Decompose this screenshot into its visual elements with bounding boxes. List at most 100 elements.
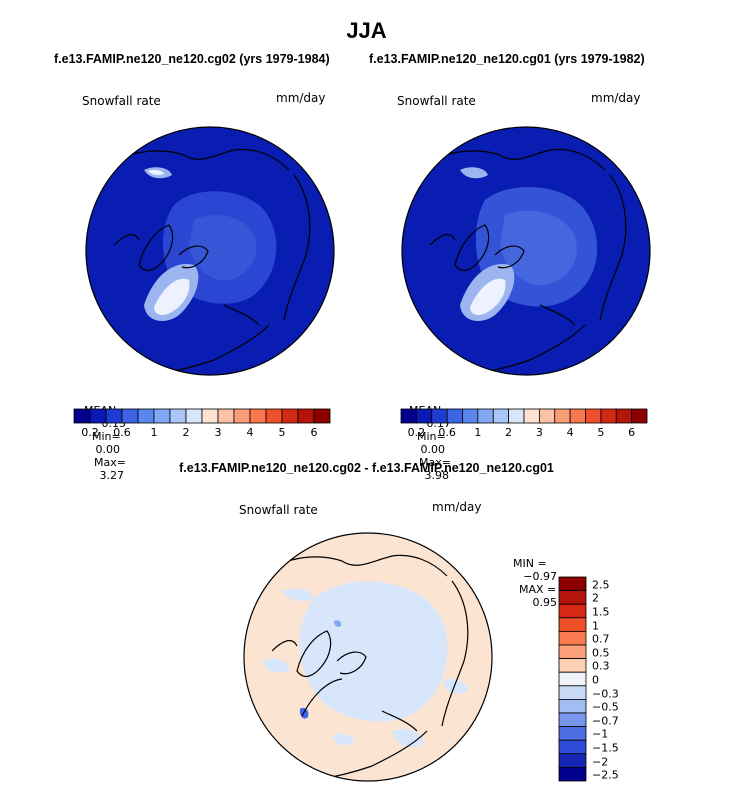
colorbar-tick-label: 1: [592, 619, 599, 633]
diff-min-label: MIN =: [513, 557, 547, 570]
max-value: 3.98: [424, 469, 450, 482]
case-a-title: f.e13.FAMIP.ne120_ne120.cg02 (yrs 1979-1…: [54, 52, 330, 66]
colorbar-swatch: [558, 590, 587, 605]
min-value: 0.00: [95, 443, 121, 456]
colorbar-tick-label: 5: [278, 426, 286, 439]
diff-min-value: −0.97: [523, 570, 557, 583]
colorbar-swatch: [265, 408, 283, 424]
negative-region-arctic: [299, 581, 448, 722]
colorbar-swatch: [615, 408, 633, 424]
panel-a-variable: Snowfall rate: [82, 94, 161, 108]
colorbar-tick-label: 0.5: [592, 646, 610, 660]
min-label: Min=: [92, 430, 121, 443]
panel-b-colorbar: [400, 408, 648, 424]
panel-a-polar-map: [85, 126, 335, 376]
colorbar-tick-label: −0.3: [592, 687, 619, 701]
colorbar-swatch: [492, 408, 510, 424]
colorbar-tick-label: 0.2: [407, 426, 426, 439]
colorbar-tick-label: 2: [505, 426, 513, 439]
colorbar-swatch: [169, 408, 187, 424]
colorbar-swatch: [569, 408, 586, 424]
diff-max-value: 0.95: [532, 596, 558, 609]
colorbar-tick-label: 1.5: [592, 605, 610, 619]
colorbar-tick-label: 4: [246, 426, 254, 439]
colorbar-tick-label: 1: [150, 426, 158, 439]
colorbar-tick-label: −2: [592, 755, 609, 769]
min-value: 0.00: [420, 443, 446, 456]
colorbar-tick-label: 6: [310, 426, 318, 439]
colorbar-swatch: [558, 671, 587, 687]
colorbar-swatch: [185, 408, 203, 424]
colorbar-tick-label: 0.6: [438, 426, 456, 439]
colorbar-tick-label: 0.6: [113, 426, 131, 439]
colorbar-tick-label: −0.7: [592, 714, 619, 728]
colorbar-swatch: [558, 766, 587, 782]
colorbar-swatch: [538, 408, 556, 424]
colorbar-swatch: [558, 712, 587, 728]
panel-b-polar-map: [401, 126, 651, 376]
colorbar-tick-label: 2: [592, 591, 599, 605]
colorbar-tick-label: 1: [474, 426, 482, 439]
colorbar-tick-label: −1: [592, 727, 609, 741]
colorbar-swatch: [558, 739, 587, 755]
colorbar-tick-label: 0.2: [81, 426, 99, 439]
colorbar-swatch: [249, 408, 267, 424]
panel-a-units: mm/day: [276, 91, 326, 105]
colorbar-tick-label: 5: [597, 426, 605, 439]
diff-polar-map: [243, 532, 493, 782]
diff-units: mm/day: [432, 500, 482, 514]
colorbar-tick-label: 0.3: [592, 659, 610, 673]
figure-title: JJA: [346, 18, 387, 43]
colorbar-swatch: [558, 576, 587, 592]
colorbar-swatch: [558, 699, 587, 714]
colorbar-swatch: [415, 408, 433, 424]
panel-b-colorbar-labels: 0.2 0.6 1 2 3 4 5 6: [401, 426, 647, 440]
diff-colorbar-labels: 2.5 2 1.5 1 0.7 0.5 0.3 0 −0.3 −0.5 −0.7 −1 −1.5 −2 −2…: [592, 577, 652, 781]
colorbar-swatch: [431, 408, 448, 424]
panel-a-colorbar: [73, 408, 331, 424]
colorbar-tick-label: −2.5: [592, 768, 619, 782]
colorbar-swatch: [462, 408, 479, 424]
colorbar-tick-label: 3: [214, 426, 222, 439]
colorbar-swatch: [558, 658, 587, 673]
colorbar-swatch: [558, 644, 587, 660]
diff-max-label: MAX =: [519, 583, 557, 596]
diff-variable: Snowfall rate: [239, 503, 318, 517]
max-value: 3.27: [99, 469, 125, 482]
colorbar-tick-label: 0.7: [592, 632, 610, 646]
panel-a-colorbar-labels: 0.2 0.6 1 2 3 4 5 6: [74, 426, 330, 440]
panel-b-units: mm/day: [591, 91, 641, 105]
colorbar-swatch: [558, 631, 587, 646]
diff-colorbar: [558, 576, 587, 782]
case-b-title: f.e13.FAMIP.ne120_ne120.cg01 (yrs 1979-1…: [369, 52, 645, 66]
colorbar-swatch: [313, 408, 331, 424]
colorbar-swatch: [297, 408, 315, 424]
colorbar-swatch: [558, 726, 587, 741]
diff-stats: MIN = −0.97 MAX = 0.95: [506, 544, 557, 609]
colorbar-swatch: [600, 408, 617, 424]
colorbar-swatch: [73, 408, 91, 424]
colorbar-swatch: [233, 408, 251, 424]
colorbar-tick-label: −0.5: [592, 700, 619, 714]
colorbar-tick-label: 2.5: [592, 578, 610, 592]
colorbar-swatch: [558, 685, 587, 700]
max-label: Max=: [94, 456, 126, 469]
colorbar-swatch: [446, 408, 463, 424]
colorbar-swatch: [89, 408, 107, 424]
colorbar-tick-label: 4: [566, 426, 574, 439]
colorbar-swatch: [121, 408, 139, 424]
colorbar-swatch: [217, 408, 235, 424]
colorbar-tick-label: 2: [182, 426, 190, 439]
colorbar-swatch: [631, 408, 648, 424]
diff-title: f.e13.FAMIP.ne120_ne120.cg02 - f.e13.FAM…: [179, 461, 554, 475]
min-label: Min=: [417, 430, 446, 443]
colorbar-swatch: [558, 617, 587, 632]
colorbar-swatch: [558, 603, 587, 619]
colorbar-tick-label: 6: [628, 426, 636, 439]
colorbar-swatch: [105, 408, 123, 424]
colorbar-tick-label: −1.5: [592, 741, 619, 755]
max-label: Max=: [419, 456, 451, 469]
colorbar-swatch: [558, 753, 587, 768]
colorbar-swatch: [585, 408, 602, 424]
colorbar-swatch: [137, 408, 155, 424]
